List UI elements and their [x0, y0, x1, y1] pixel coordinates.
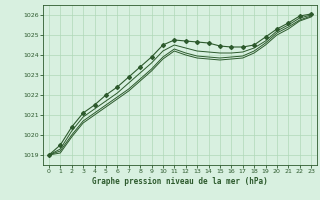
X-axis label: Graphe pression niveau de la mer (hPa): Graphe pression niveau de la mer (hPa) [92, 177, 268, 186]
